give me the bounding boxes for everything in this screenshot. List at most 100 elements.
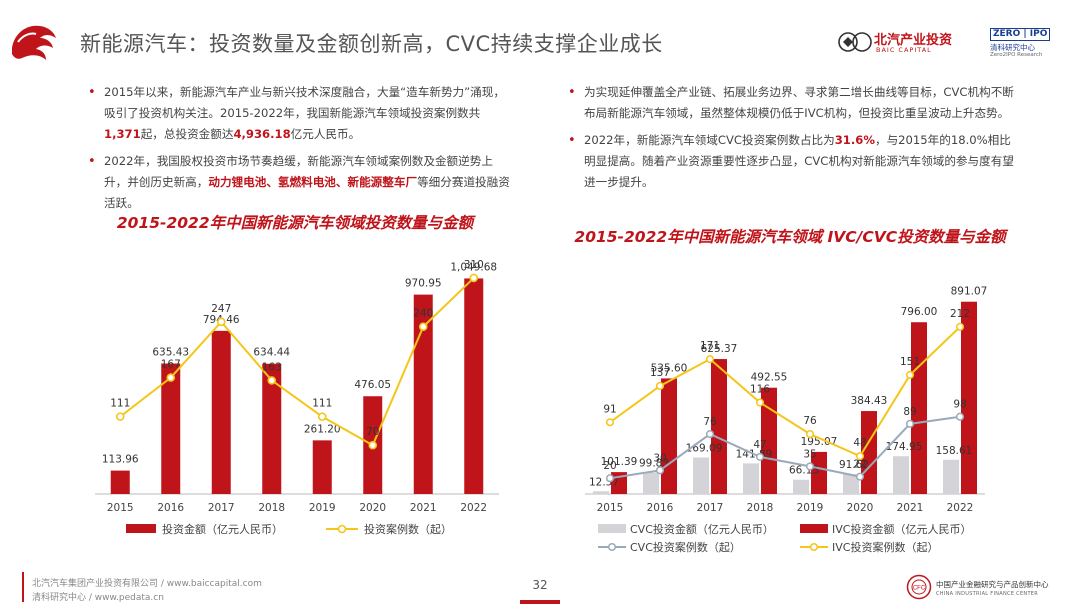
- left-line-point: [469, 273, 479, 283]
- left-bar-amount: [464, 278, 484, 494]
- left-line-label: 247: [211, 303, 231, 315]
- left-legend-bar-label: 投资金额（亿元人民币）: [162, 522, 283, 536]
- right-x-tick: 2019: [797, 502, 824, 514]
- left-x-tick: 2015: [107, 502, 134, 514]
- right-line-ivc-point: [805, 430, 815, 439]
- right-line-ivc-point: [955, 322, 965, 331]
- right-bar-ivc-amount: [961, 301, 977, 494]
- right-line-cvc-label: 76: [703, 416, 717, 428]
- left-bar-label: 261.20: [304, 423, 341, 435]
- right-line-ivc-point: [705, 355, 715, 364]
- bullet-text: 为实现延伸覆盖全产业链、拓展业务边界、寻求第二增长曲线等目标，CVC机构不断布局…: [584, 85, 1014, 120]
- right-legend-ivc-line-marker: [809, 542, 819, 552]
- cfc-seal-icon: CFC: [906, 574, 932, 600]
- right-line-cvc-point: [705, 430, 715, 439]
- right-bar-ivc-label: 384.43: [851, 395, 888, 407]
- right-bar-cvc-amount: [843, 474, 859, 494]
- bullet-text: 亿元人民币。: [290, 127, 361, 141]
- footer-company-text: 北汽汽车集团产业投资有限公司 / www.baiccapital.com: [32, 579, 262, 589]
- right-line-cvc-label: 30: [653, 452, 666, 464]
- left-bar-label: 476.05: [354, 379, 391, 391]
- right-legend-ivc-line-label: IVC投资案例数（起）: [832, 540, 938, 554]
- right-bar-ivc-label: 535.60: [651, 362, 688, 374]
- right-line-cvc-label: 35: [803, 448, 816, 460]
- bullet-text: ，与2015年的18.0%相比明显提高。随着产业资源重要性逐步凸显，CVC机构对…: [584, 133, 1014, 189]
- right-line-cvc-label: 20: [603, 460, 616, 472]
- bullet-text: 2022年，我国股权投资市场节奏趋缓，新能源汽车领域案例数及金额逆势上升，并创历…: [104, 154, 493, 189]
- highlight-text: 4,936.18: [233, 127, 291, 141]
- highlight-text: 31.6%: [834, 133, 875, 147]
- right-bar-cvc-amount: [593, 491, 609, 494]
- right-line-ivc-cases: [609, 326, 961, 458]
- right-line-ivc-point: [905, 370, 915, 379]
- right-line-ivc-label: 91: [603, 403, 616, 415]
- left-line-cases: [119, 277, 475, 447]
- right-bar-ivc-amount: [711, 359, 727, 494]
- left-x-tick: 2018: [258, 502, 285, 514]
- right-line-ivc-label: 212: [950, 308, 970, 320]
- left-line-point: [115, 412, 125, 421]
- footer-research-text: 清科研究中心 / www.pedata.cn: [32, 593, 164, 603]
- right-line-cvc-point: [855, 472, 865, 481]
- bullet-text: 等细分赛道投融资活跃。: [104, 175, 510, 210]
- dragon-logo-icon: [12, 25, 56, 60]
- right-bar-cvc-label: 158.61: [936, 445, 973, 457]
- right-bar-cvc-amount: [743, 463, 759, 494]
- left-x-tick: 2017: [208, 502, 235, 514]
- right-bar-ivc-label: 101.39: [601, 456, 638, 468]
- right-line-cvc-label: 22: [853, 459, 866, 471]
- right-line-ivc-label: 116: [750, 384, 770, 396]
- left-bar-amount: [312, 440, 332, 494]
- left-line-label: 240: [413, 308, 433, 320]
- right-legend-cvc-line-label: CVC投资案例数（起）: [630, 540, 741, 554]
- left-x-tick: 2021: [410, 502, 437, 514]
- right-bar-cvc-label: 91.62: [839, 459, 869, 471]
- right-line-ivc-label: 171: [700, 340, 720, 352]
- right-x-tick: 2017: [697, 502, 724, 514]
- right-bar-cvc-amount: [693, 457, 709, 494]
- bullet-item: 2022年，我国股权投资市场节奏趋缓，新能源汽车领域案例数及金额逆势上升，并创历…: [86, 151, 516, 214]
- cfc-logo-text: 中国产业金融研究与产品创新中心: [936, 580, 1049, 589]
- right-line-cvc-label: 47: [753, 439, 766, 451]
- right-bar-ivc-amount: [911, 322, 927, 494]
- left-line-label: 111: [110, 398, 130, 410]
- left-line-point: [267, 376, 277, 385]
- right-bar-ivc-label: 796.00: [901, 306, 938, 318]
- right-x-tick: 2018: [747, 502, 774, 514]
- left-bar-label: 635.43: [152, 347, 189, 359]
- right-line-cvc-point: [655, 466, 665, 475]
- right-bullet-list: 为实现延伸覆盖全产业链、拓展业务边界、寻求第二增长曲线等目标，CVC机构不断布局…: [566, 82, 1016, 199]
- left-chart-title: 2015-2022年中国新能源汽车领域投资数量与金额: [116, 214, 474, 232]
- footer-accent-line: [22, 572, 24, 602]
- right-line-ivc-label: 137: [650, 367, 670, 379]
- left-line-label: 310: [464, 259, 484, 271]
- left-line-point: [418, 322, 428, 332]
- right-line-ivc-point: [605, 418, 615, 427]
- right-x-tick: 2022: [947, 502, 974, 514]
- page-title: 新能源汽车：投资数量及金额创新高，CVC持续支撑企业成长: [80, 32, 663, 56]
- right-bar-cvc-amount: [793, 479, 809, 494]
- right-line-cvc-point: [755, 452, 765, 461]
- right-bar-ivc-amount: [861, 411, 877, 494]
- cfc-logo-subtext: CHINA INDUSTRIAL FINANCE CENTER: [936, 591, 1039, 597]
- right-bar-cvc-label: 174.95: [886, 441, 923, 453]
- left-bar-label: 634.44: [253, 347, 290, 359]
- bullet-text: 起，总投资金额达: [140, 127, 234, 141]
- left-x-tick: 2016: [157, 502, 184, 514]
- left-line-label: 167: [161, 359, 181, 371]
- left-legend-line-marker: [337, 524, 347, 534]
- left-line-point: [216, 317, 226, 327]
- right-bar-ivc-label: 492.55: [751, 372, 788, 384]
- left-line-point: [368, 440, 378, 450]
- highlight-text: 动力锂电池、氢燃料电池、新能源整车厂: [208, 175, 418, 189]
- right-x-tick: 2015: [597, 502, 624, 514]
- left-bar-amount: [262, 363, 282, 494]
- right-bar-cvc-amount: [943, 459, 959, 494]
- zero2ipo-logo-text: ZERO | IPO: [990, 28, 1051, 41]
- right-line-cvc-cases: [609, 415, 961, 480]
- right-line-cvc-point: [605, 474, 615, 483]
- right-line-ivc-label: 76: [803, 415, 817, 427]
- right-x-tick: 2021: [897, 502, 924, 514]
- left-line-point: [317, 412, 327, 421]
- right-line-cvc-label: 98: [953, 399, 966, 411]
